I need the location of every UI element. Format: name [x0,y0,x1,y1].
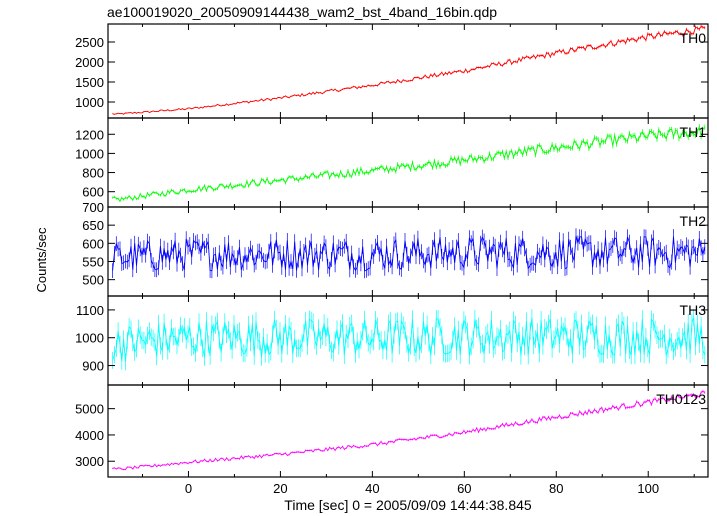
panel-th0: 1000 1500 2000 2500 TH0 [75,23,709,119]
panel-th1: 600 800 1000 1200 TH1 [75,117,709,208]
y-tick-label: 1500 [75,75,104,90]
series-line-th0 [112,25,705,115]
x-tick-label: 20 [273,481,287,496]
y-tick-label: 600 [82,185,104,200]
panel-th2: 500 550 600 650 700 TH2 [82,200,709,297]
errorbars-th2 [112,228,706,279]
y-tick-label: 1000 [75,331,104,346]
panel-label: TH1 [680,124,707,140]
series-line-th3 [112,317,706,362]
y-tick-label: 650 [82,218,104,233]
x-tick-label: 100 [637,481,659,496]
y-tick-label: 1100 [76,303,104,318]
x-tick-label: 0 [185,481,192,496]
errorbars-th0123 [112,390,706,471]
y-tick-label: 5000 [75,402,104,417]
panel-label: TH0123 [656,391,706,407]
y-tick-label: 3000 [75,454,104,469]
y-tick-label: 2000 [75,55,104,70]
x-axis-label: Time [sec] 0 = 2005/09/09 14:44:38.845 [284,497,532,513]
y-tick-label: 700 [82,200,104,215]
y-tick-label: 500 [82,273,104,288]
y-tick-label: 900 [82,359,104,374]
panel-frame [107,117,709,208]
panel-frame [107,384,709,478]
y-tick-label: 1000 [75,95,104,110]
y-tick-label: 1200 [75,127,104,142]
series-line-th1 [112,125,706,202]
panel-label: TH0 [680,30,707,46]
x-tick-label: 60 [457,481,471,496]
panel-label: TH3 [680,302,707,318]
x-tick-label: 40 [365,481,379,496]
panel-th3: 900 1000 1100 TH3 [75,295,709,386]
y-tick-label: 2500 [75,35,104,50]
panel-frame [107,23,709,119]
x-tick-label: 80 [549,481,563,496]
y-tick-label: 800 [82,166,104,181]
chart-title: ae100019020_20050909144438_wam2_bst_4ban… [107,4,497,20]
panel-frame [107,295,709,386]
panel-th0123: 3000 4000 5000 TH0123 [75,384,709,478]
y-tick-label: 600 [82,236,104,251]
y-tick-label: 4000 [75,428,104,443]
y-tick-label: 550 [82,254,104,269]
y-tick-label: 1000 [75,146,104,161]
errorbars-th0 [112,24,706,115]
series-line-th0123 [112,390,706,471]
y-axis-label: Counts/sec [34,227,49,293]
panel-label: TH2 [680,213,707,229]
series-line-th2 [112,235,706,272]
